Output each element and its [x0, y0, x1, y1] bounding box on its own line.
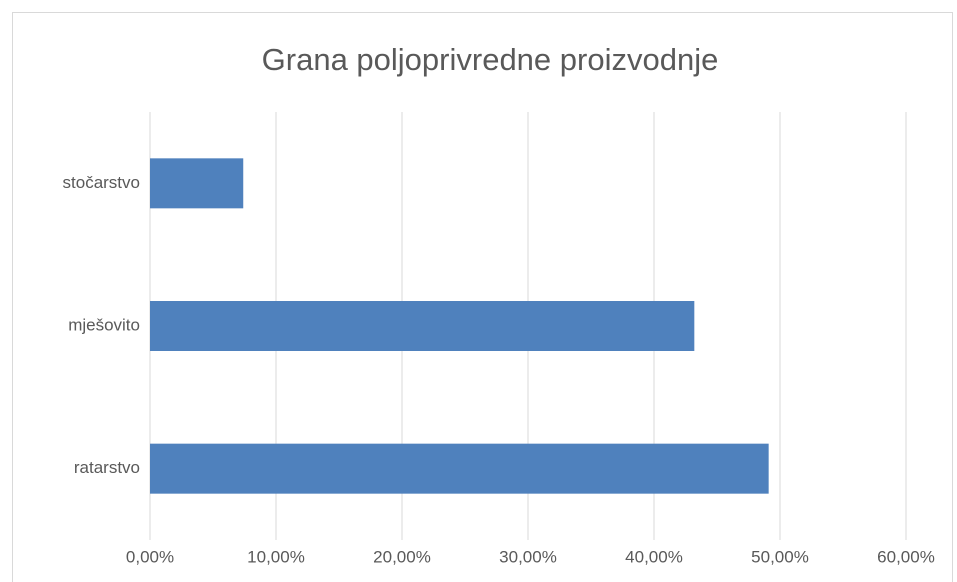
x-tick-label: 50,00%	[751, 547, 809, 566]
x-tick-label: 40,00%	[625, 547, 683, 566]
x-tick-label: 0,00%	[126, 547, 174, 566]
bar	[150, 158, 244, 209]
bar	[150, 301, 695, 351]
bar	[150, 443, 769, 494]
x-tick-label: 30,00%	[499, 547, 557, 566]
y-tick-label: stočarstvo	[63, 173, 140, 192]
y-tick-label: mješovito	[68, 315, 140, 334]
chart-title: Grana poljoprivredne proizvodnje	[262, 42, 719, 77]
chart-border	[12, 12, 953, 582]
x-tick-label: 20,00%	[373, 547, 431, 566]
x-tick-label: 60,00%	[877, 547, 935, 566]
x-tick-label: 10,00%	[247, 547, 305, 566]
y-tick-label: ratarstvo	[74, 458, 140, 477]
